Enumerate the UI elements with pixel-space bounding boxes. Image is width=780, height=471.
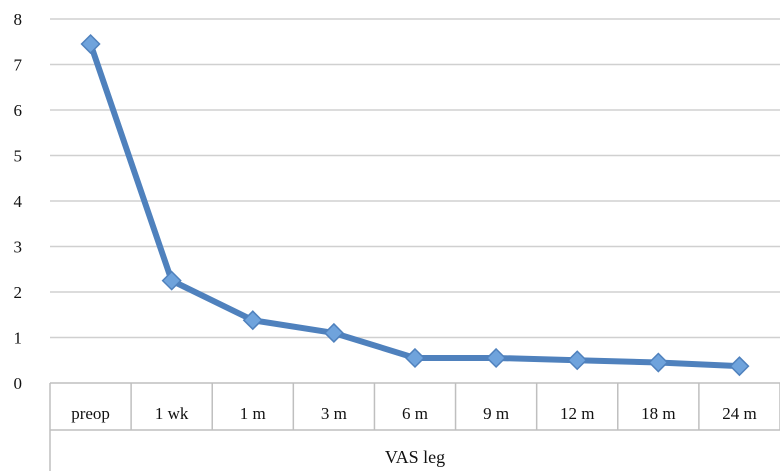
y-tick-label: 7 xyxy=(14,56,23,75)
y-tick-label: 1 xyxy=(14,329,23,348)
series-line xyxy=(87,41,743,370)
data-point-marker xyxy=(323,322,344,344)
y-tick-label: 6 xyxy=(14,101,23,120)
x-tick-label: preop xyxy=(71,404,110,423)
gridlines xyxy=(50,18,780,339)
y-tick-label: 5 xyxy=(14,147,23,166)
x-tick-label: 18 m xyxy=(641,404,675,423)
x-axis: preop 1 wk 1 m 3 m 6 m 9 m 12 m 18 m 24 m xyxy=(49,382,780,471)
data-point-marker xyxy=(486,347,507,369)
y-tick-label: 0 xyxy=(14,374,23,393)
data-point-marker xyxy=(567,350,588,371)
x-tick-label: 1 wk xyxy=(155,404,189,423)
data-point-marker xyxy=(242,310,263,331)
x-tick-label: 12 m xyxy=(560,404,594,423)
x-tick-label: 6 m xyxy=(402,404,428,423)
y-tick-label: 2 xyxy=(14,283,23,302)
y-tick-label: 3 xyxy=(14,238,23,257)
y-tick-label: 4 xyxy=(14,192,23,211)
data-point-marker xyxy=(729,356,750,377)
series-layer xyxy=(80,33,750,377)
x-tick-label: 24 m xyxy=(722,404,756,423)
data-point-marker xyxy=(80,33,101,55)
y-tick-label: 8 xyxy=(14,10,23,29)
data-point-marker xyxy=(404,347,426,369)
x-axis-title: VAS leg xyxy=(385,447,445,467)
data-point-marker xyxy=(161,270,182,291)
x-tick-label: 9 m xyxy=(483,404,509,423)
data-point-marker xyxy=(648,352,669,373)
x-tick-label: 1 m xyxy=(240,404,266,423)
x-tick-label: 3 m xyxy=(321,404,347,423)
y-axis-ticks: 0 1 2 3 4 5 6 7 8 xyxy=(14,10,23,393)
